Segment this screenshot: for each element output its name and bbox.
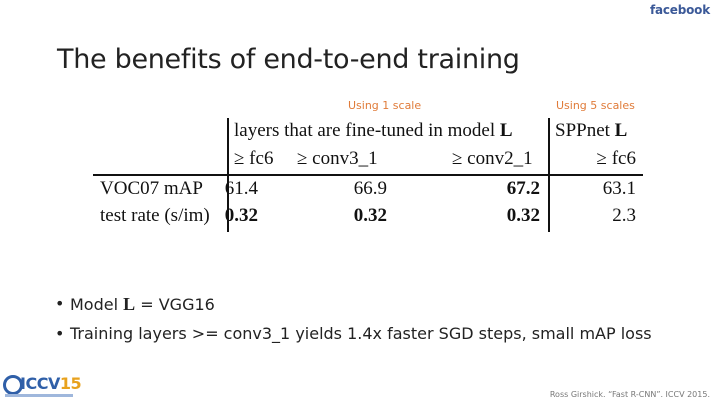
- table-divider-right: [548, 118, 550, 232]
- sppnet-header: SPPnet L: [555, 120, 628, 141]
- table-rule: [93, 174, 643, 176]
- bullet-training-layers: • Training layers >= conv3_1 yields 1.4x…: [55, 324, 652, 343]
- cell-map-spp: 63.1: [602, 178, 636, 199]
- row-label-map: VOC07 mAP: [100, 178, 203, 199]
- subheader-conv3-1: ≥ conv3_1: [297, 148, 378, 169]
- subheader-conv2-1: ≥ conv2_1: [452, 148, 533, 169]
- table-divider-left: [227, 118, 229, 232]
- bullet-dot: •: [55, 294, 65, 313]
- slide-title: The benefits of end-to-end training: [57, 44, 520, 75]
- group-header: layers that are fine-tuned in model L: [234, 120, 513, 141]
- cell-map-fc6: 61.4: [224, 178, 258, 199]
- citation: Ross Girshick. “Fast R-CNN”. ICCV 2015.: [549, 390, 710, 399]
- iccv-logo-mark: [3, 375, 23, 395]
- facebook-logo: facebook: [649, 3, 710, 17]
- iccv-logo-subtitle: [5, 394, 73, 397]
- bullet-model: • Model L = VGG16: [55, 294, 215, 314]
- cell-map-conv3: 66.9: [353, 178, 387, 199]
- cell-map-conv2: 67.2: [506, 178, 540, 199]
- note-five-scales: Using 5 scales: [556, 99, 635, 112]
- subheader-spp-fc6: ≥ fc6: [596, 148, 636, 169]
- cell-rate-conv3: 0.32: [353, 205, 387, 226]
- cell-rate-fc6: 0.32: [224, 205, 258, 226]
- cell-rate-spp: 2.3: [612, 205, 636, 226]
- row-label-test-rate: test rate (s/im): [100, 205, 210, 226]
- cell-rate-conv2: 0.32: [506, 205, 540, 226]
- subheader-fc6: ≥ fc6: [234, 148, 274, 169]
- iccv-logo: ICCV15: [3, 372, 83, 400]
- bullet-list: • Model L = VGG16 • Training layers >= c…: [55, 293, 652, 353]
- note-one-scale: Using 1 scale: [348, 99, 422, 112]
- bullet-dot: •: [55, 324, 65, 343]
